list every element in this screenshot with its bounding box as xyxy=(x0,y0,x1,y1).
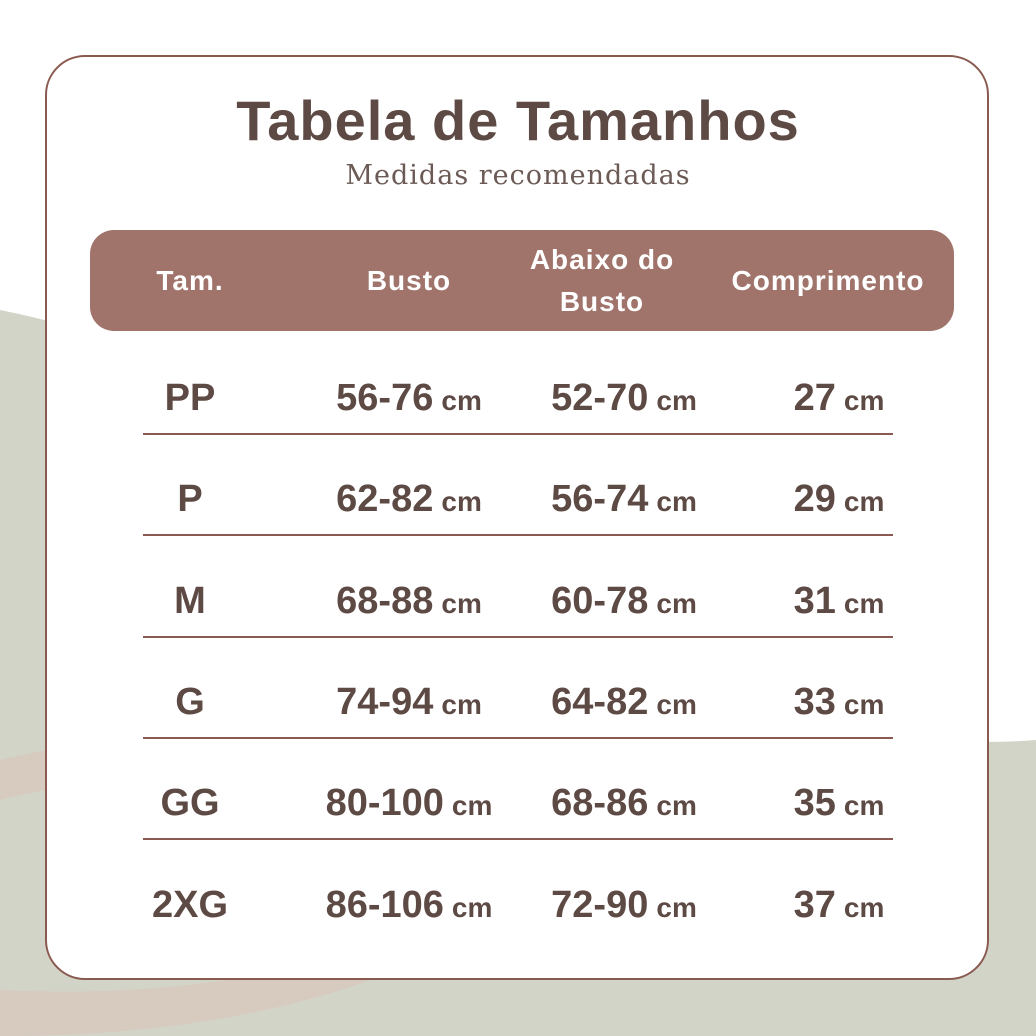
header-underbust: Abaixo do Busto xyxy=(529,243,675,317)
bust-cell: 74-94 cm xyxy=(336,667,482,737)
length-cell: 31 cm xyxy=(794,566,885,636)
size-cell-value: PP xyxy=(164,377,216,419)
underbust-cell-value: 68-86 xyxy=(551,782,649,825)
underbust-cell: 72-90 cm xyxy=(551,870,697,940)
underbust-cell: 64-82 cm xyxy=(551,667,697,737)
table-row: GG 80-100 cm 68-86 cm 35 cm xyxy=(0,768,1036,869)
unit-label: cm xyxy=(656,486,697,518)
length-cell: 29 cm xyxy=(794,464,885,534)
underbust-cell: 68-86 cm xyxy=(551,768,697,838)
underbust-cell: 56-74 cm xyxy=(551,464,697,534)
size-cell: PP xyxy=(165,363,216,433)
header-bust: Busto xyxy=(366,264,452,296)
bust-cell-value: 86-106 xyxy=(325,883,444,926)
header-length: Comprimento xyxy=(731,264,925,296)
underbust-cell-value: 52-70 xyxy=(551,377,649,419)
bust-cell-value: 68-88 xyxy=(336,579,434,622)
unit-label: cm xyxy=(451,790,493,822)
length-cell-value: 35 xyxy=(793,782,836,825)
unit-label: cm xyxy=(441,486,482,518)
length-cell-value: 31 xyxy=(793,579,836,622)
row-divider xyxy=(143,635,893,638)
underbust-cell-value: 64-82 xyxy=(551,680,649,723)
row-divider xyxy=(143,433,893,435)
unit-label: cm xyxy=(441,587,482,619)
size-cell-value: M xyxy=(174,579,206,622)
unit-label: cm xyxy=(656,385,697,416)
unit-label: cm xyxy=(451,891,493,923)
page-subtitle: Medidas recomendadas xyxy=(345,160,691,191)
row-divider xyxy=(143,838,893,841)
bust-cell: 80-100 cm xyxy=(326,768,493,838)
unit-label: cm xyxy=(843,385,885,416)
bust-cell: 62-82 cm xyxy=(336,464,482,534)
unit-label: cm xyxy=(656,688,697,720)
size-cell-value: P xyxy=(177,478,203,521)
size-cell: G xyxy=(175,667,205,737)
bust-cell-value: 56-76 xyxy=(336,377,434,419)
underbust-cell-value: 60-78 xyxy=(551,579,649,622)
length-cell: 37 cm xyxy=(794,870,885,940)
length-cell: 35 cm xyxy=(794,768,885,838)
unit-label: cm xyxy=(656,891,697,923)
unit-label: cm xyxy=(843,688,885,720)
underbust-cell-value: 56-74 xyxy=(551,478,649,521)
size-cell: 2XG xyxy=(152,870,228,940)
underbust-cell: 52-70 cm xyxy=(551,363,697,433)
unit-label: cm xyxy=(843,587,885,619)
header-size: Tam. xyxy=(156,264,224,296)
table-row: PP 56-76 cm 52-70 cm 27 cm xyxy=(0,363,1036,464)
bust-cell-value: 74-94 xyxy=(336,680,434,723)
length-cell: 27 cm xyxy=(794,363,885,433)
unit-label: cm xyxy=(441,385,482,416)
unit-label: cm xyxy=(843,486,885,518)
unit-label: cm xyxy=(656,790,697,822)
bust-cell-value: 80-100 xyxy=(325,782,444,825)
length-cell-value: 29 xyxy=(793,478,836,521)
underbust-cell-value: 72-90 xyxy=(551,883,649,926)
unit-label: cm xyxy=(656,587,697,619)
size-cell-value: G xyxy=(175,680,205,723)
row-divider xyxy=(143,736,893,739)
bust-cell: 68-88 cm xyxy=(336,566,482,636)
table-header: Tam. Busto Abaixo do Busto Comprimento xyxy=(90,230,954,331)
table-row: P 62-82 cm 56-74 cm 29 cm xyxy=(0,464,1036,565)
unit-label: cm xyxy=(843,891,885,923)
underbust-cell: 60-78 cm xyxy=(551,566,697,636)
page-title: Tabela de Tamanhos xyxy=(236,89,800,152)
bust-cell: 56-76 cm xyxy=(336,363,482,433)
size-cell-value: GG xyxy=(160,782,220,825)
unit-label: cm xyxy=(843,790,885,822)
size-cell: M xyxy=(174,566,206,636)
bust-cell: 86-106 cm xyxy=(326,870,493,940)
length-cell-value: 27 xyxy=(793,377,836,419)
row-divider xyxy=(143,534,893,537)
unit-label: cm xyxy=(441,688,482,720)
size-cell: P xyxy=(177,464,202,534)
size-cell-value: 2XG xyxy=(151,883,229,926)
size-cell: GG xyxy=(160,768,219,838)
length-cell-value: 33 xyxy=(793,680,836,723)
table-row: G 74-94 cm 64-82 cm 33 cm xyxy=(0,667,1036,768)
length-cell: 33 cm xyxy=(794,667,885,737)
size-chart-card xyxy=(45,55,989,980)
table-row: M 68-88 cm 60-78 cm 31 cm xyxy=(0,566,1036,667)
table-row: 2XG 86-106 cm 72-90 cm 37 cm xyxy=(0,870,1036,971)
bust-cell-value: 62-82 xyxy=(336,478,434,521)
length-cell-value: 37 xyxy=(793,883,836,926)
